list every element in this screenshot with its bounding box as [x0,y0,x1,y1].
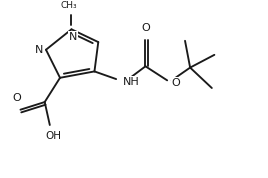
Text: O: O [172,78,181,88]
Text: N: N [69,32,77,42]
Text: O: O [141,23,150,33]
Text: O: O [12,93,21,103]
Text: OH: OH [46,131,62,141]
Text: NH: NH [122,77,139,87]
Text: CH₃: CH₃ [61,1,77,10]
Text: N: N [35,45,43,55]
